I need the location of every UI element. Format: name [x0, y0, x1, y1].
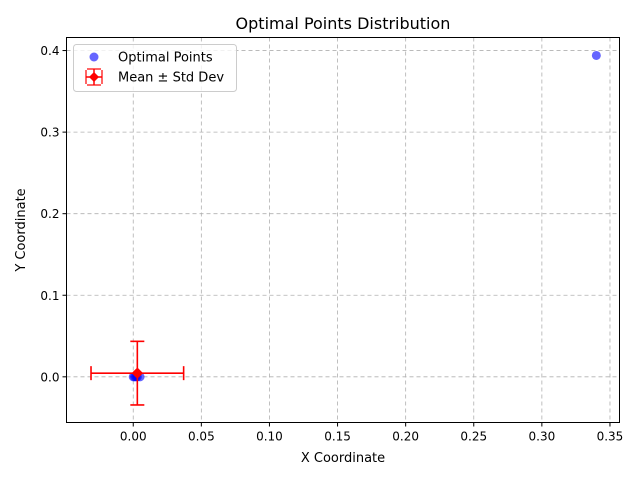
- x-tick-label: 0.35: [597, 430, 624, 444]
- legend: Optimal Points Mean ± Std Dev: [73, 44, 237, 92]
- y-tick-label: 0.1: [40, 289, 59, 303]
- y-tick-label: 0.4: [40, 44, 59, 58]
- x-tick-label: 0.25: [460, 430, 487, 444]
- data-marks: [90, 50, 601, 406]
- y-ticks: 0.0 0.1 0.2 0.3 0.4: [40, 44, 67, 384]
- y-tick-label: 0.2: [40, 207, 59, 221]
- x-tick-label: 0.30: [529, 430, 556, 444]
- x-tick-label: 0.05: [188, 430, 215, 444]
- legend-marker-mean-std: [85, 68, 103, 86]
- legend-diamond-marker: [89, 72, 99, 82]
- x-tick-label: 0.00: [120, 430, 147, 444]
- plot-frame: [66, 37, 620, 423]
- x-axis-label: X Coordinate: [301, 451, 385, 466]
- legend-label-optimal-points: Optimal Points: [118, 51, 213, 66]
- x-tick-label: 0.15: [324, 430, 351, 444]
- scatter-point: [591, 50, 601, 60]
- y-tick-label: 0.3: [40, 126, 59, 140]
- errorbar-mean-marker: [131, 367, 144, 379]
- chart-title: Optimal Points Distribution: [236, 14, 451, 33]
- legend-label-mean-std: Mean ± Std Dev: [118, 71, 224, 86]
- x-ticks: 0.00 0.05 0.10 0.15 0.20 0.25 0.30 0.35: [120, 422, 624, 444]
- y-tick-label: 0.0: [40, 370, 59, 384]
- x-tick-label: 0.10: [256, 430, 283, 444]
- legend-marker-optimal-points: [89, 52, 99, 62]
- y-axis-label: Y Coordinate: [14, 188, 29, 272]
- legend-frame: [73, 44, 237, 92]
- x-tick-label: 0.20: [392, 430, 419, 444]
